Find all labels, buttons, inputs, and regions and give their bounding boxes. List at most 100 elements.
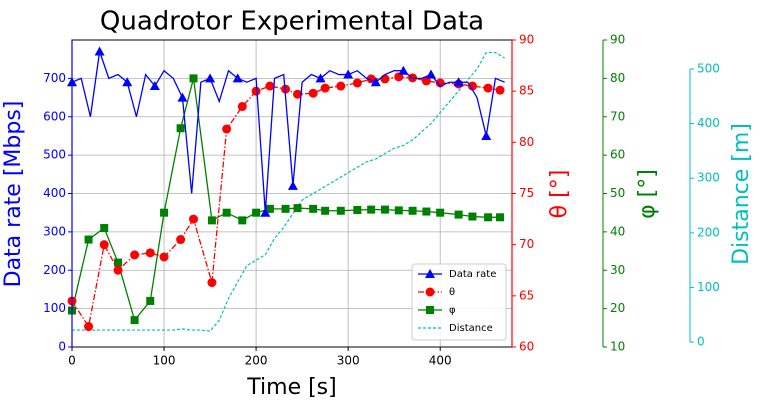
marker bbox=[421, 76, 431, 86]
legend-marker bbox=[425, 287, 435, 297]
y-axis-label: Data rate [Mbps] bbox=[1, 101, 26, 288]
marker bbox=[287, 180, 298, 190]
marker bbox=[222, 208, 231, 217]
marker bbox=[281, 204, 290, 213]
y4-tick-label: 400 bbox=[697, 116, 720, 130]
y-tick-label: 600 bbox=[43, 109, 66, 123]
x-tick-label: 0 bbox=[68, 354, 76, 368]
marker bbox=[370, 77, 381, 87]
marker bbox=[483, 83, 493, 93]
marker bbox=[454, 210, 463, 219]
marker bbox=[336, 206, 345, 215]
y3-tick-label: 70 bbox=[610, 109, 625, 123]
marker bbox=[100, 224, 109, 233]
legend-label: φ bbox=[449, 305, 456, 316]
marker bbox=[146, 296, 155, 305]
legend-box bbox=[411, 263, 507, 341]
marker bbox=[159, 252, 169, 262]
marker bbox=[145, 248, 155, 258]
chart-title: Quadrotor Experimental Data bbox=[100, 7, 484, 37]
marker bbox=[238, 216, 247, 225]
y3-tick-label: 60 bbox=[610, 148, 625, 162]
marker bbox=[205, 73, 216, 83]
marker bbox=[425, 69, 436, 79]
y2-tick-label: 60 bbox=[519, 340, 534, 354]
marker bbox=[177, 92, 188, 102]
x-axis-label: Time [s] bbox=[246, 375, 336, 400]
marker bbox=[496, 213, 505, 222]
series-line bbox=[71, 76, 501, 329]
marker bbox=[394, 206, 403, 215]
x-tick-label: 300 bbox=[337, 354, 360, 368]
y2-tick-label: 85 bbox=[519, 84, 534, 98]
marker bbox=[353, 206, 362, 215]
marker bbox=[308, 88, 318, 98]
marker bbox=[495, 85, 505, 95]
marker bbox=[408, 206, 417, 215]
marker bbox=[99, 240, 109, 250]
marker bbox=[380, 205, 389, 214]
legend-marker bbox=[425, 269, 435, 278]
marker bbox=[398, 65, 409, 75]
marker bbox=[84, 322, 94, 332]
y-tick-label: 300 bbox=[43, 224, 66, 238]
marker bbox=[222, 124, 232, 134]
y3-tick-label: 10 bbox=[610, 340, 625, 354]
series-line bbox=[72, 51, 505, 332]
y4-tick-label: 100 bbox=[697, 280, 720, 294]
y-tick-label: 100 bbox=[43, 301, 66, 315]
marker bbox=[367, 205, 376, 214]
marker bbox=[160, 208, 169, 217]
marker bbox=[343, 69, 354, 79]
y-tick-label: 0 bbox=[58, 340, 66, 354]
marker bbox=[114, 258, 123, 267]
marker bbox=[130, 316, 139, 325]
marker bbox=[189, 74, 198, 83]
x-tick-label: 400 bbox=[429, 354, 452, 368]
y-tick-label: 400 bbox=[43, 186, 66, 200]
legend-label: Distance bbox=[449, 323, 493, 334]
y2-tick-label: 65 bbox=[519, 288, 534, 302]
y3-tick-label: 80 bbox=[610, 71, 625, 85]
marker bbox=[189, 214, 199, 224]
marker bbox=[176, 235, 186, 245]
marker bbox=[315, 73, 326, 83]
marker bbox=[232, 73, 243, 83]
marker bbox=[122, 77, 133, 87]
y3-axis-label: φ [°] bbox=[635, 169, 660, 219]
y4-tick-label: 200 bbox=[697, 225, 720, 239]
y4-axis-label: Distance [m] bbox=[729, 123, 754, 265]
y-tick-label: 200 bbox=[43, 263, 66, 277]
marker bbox=[176, 124, 185, 133]
marker bbox=[265, 204, 274, 213]
marker bbox=[252, 208, 261, 217]
marker bbox=[293, 204, 302, 213]
y3-tick-label: 50 bbox=[610, 186, 625, 200]
marker bbox=[321, 206, 330, 215]
legend-label: θ bbox=[449, 287, 455, 298]
marker bbox=[149, 81, 160, 91]
y3-tick-label: 90 bbox=[610, 33, 625, 47]
y3-tick-label: 30 bbox=[610, 263, 625, 277]
series-line bbox=[71, 51, 505, 213]
marker bbox=[468, 212, 477, 221]
marker bbox=[207, 278, 217, 288]
y2-axis-label: θ [°] bbox=[547, 170, 572, 219]
y-tick-label: 500 bbox=[43, 148, 66, 162]
marker bbox=[113, 265, 123, 275]
marker bbox=[94, 46, 105, 56]
x-tick-label: 200 bbox=[245, 354, 268, 368]
y4-tick-label: 500 bbox=[697, 61, 720, 75]
marker bbox=[309, 204, 318, 213]
marker bbox=[251, 86, 261, 96]
legend-label: Data rate bbox=[449, 269, 496, 280]
y3-tick-label: 40 bbox=[610, 224, 625, 238]
y4-tick-label: 300 bbox=[697, 171, 720, 185]
y2-tick-label: 80 bbox=[519, 135, 534, 149]
x-tick-label: 100 bbox=[153, 354, 176, 368]
marker bbox=[84, 235, 93, 244]
marker bbox=[336, 81, 346, 91]
marker bbox=[207, 216, 216, 225]
y4-tick-label: 0 bbox=[697, 335, 705, 349]
